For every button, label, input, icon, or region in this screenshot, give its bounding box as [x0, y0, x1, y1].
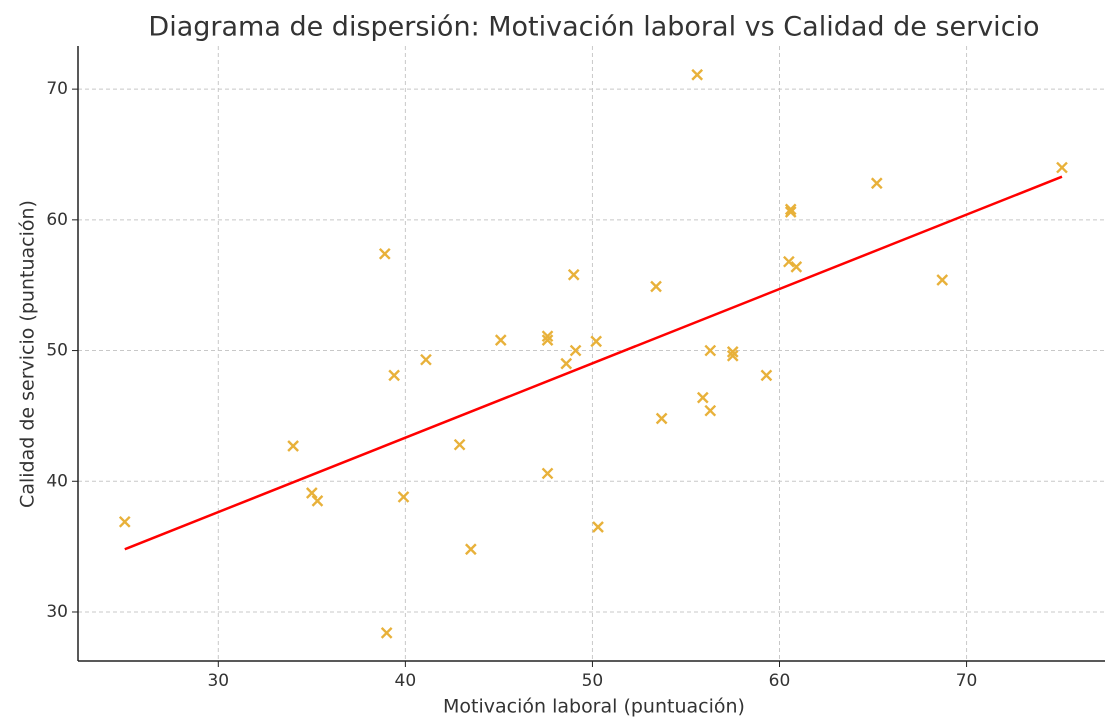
data-point [784, 203, 797, 216]
data-point [569, 344, 582, 357]
x-axis-label: Motivación laboral (puntuación) [443, 696, 745, 718]
data-point [760, 369, 773, 382]
data-point [726, 346, 739, 358]
y-tick-label: 30 [46, 602, 68, 622]
data-point [726, 349, 739, 362]
chart-title: Diagrama de dispersión: Motivación labor… [148, 12, 1039, 43]
data-point [397, 491, 410, 503]
data-point [790, 261, 803, 273]
y-tick-label: 50 [46, 341, 68, 361]
data-point [691, 68, 704, 81]
data-point [567, 268, 580, 281]
data-point [388, 369, 400, 382]
data-point [590, 335, 603, 348]
data-point [560, 357, 573, 370]
data-point [870, 177, 883, 190]
y-axis-label: Calidad de servicio (puntuación) [17, 200, 39, 508]
data-point [453, 438, 466, 451]
data-point [783, 255, 795, 268]
data-point [784, 206, 797, 218]
data-point [1056, 161, 1068, 174]
data-point [494, 334, 507, 346]
data-point [655, 412, 668, 425]
data-point [118, 515, 131, 528]
data-point [464, 543, 477, 556]
data-point [541, 467, 554, 480]
data-point [420, 353, 432, 366]
data-point [287, 440, 299, 452]
data-point [378, 247, 391, 260]
data-point [541, 334, 554, 346]
data-point [704, 344, 717, 357]
data-point [704, 404, 717, 417]
data-point [311, 495, 324, 507]
y-tick-label: 40 [46, 471, 68, 491]
y-tick-label: 60 [46, 210, 68, 230]
y-tick-label: 70 [46, 79, 68, 99]
data-point [541, 330, 554, 343]
x-tick-label: 40 [395, 671, 417, 691]
x-tick-label: 50 [582, 671, 604, 691]
x-tick-label: 60 [769, 671, 791, 691]
data-point [305, 487, 318, 499]
x-tick-label: 30 [207, 671, 229, 691]
trend-line [124, 175, 1063, 551]
data-point [650, 280, 662, 293]
data-point [696, 391, 709, 404]
data-point [936, 274, 949, 286]
x-tick-label: 70 [956, 671, 978, 691]
data-point [380, 627, 393, 639]
data-point [592, 521, 604, 533]
